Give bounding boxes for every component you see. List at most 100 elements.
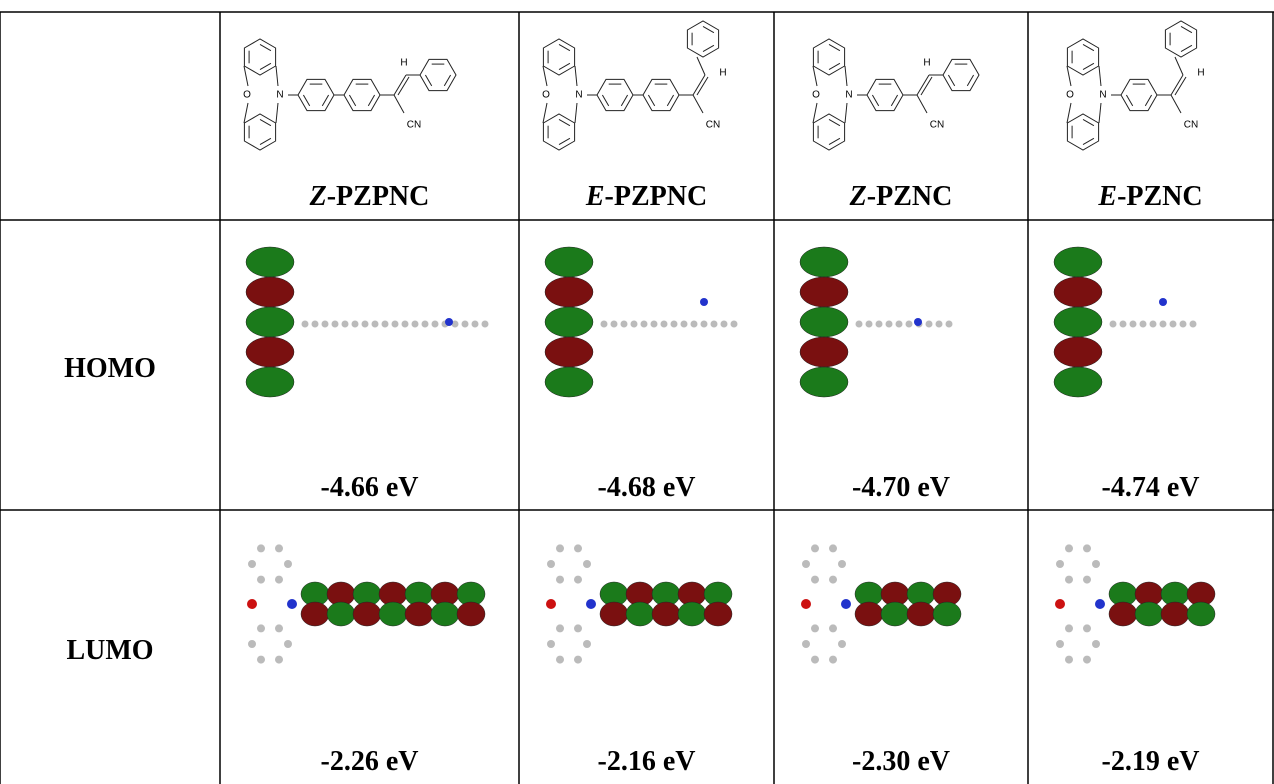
lobe xyxy=(1135,602,1163,626)
lobe xyxy=(626,602,654,626)
bond xyxy=(813,103,817,123)
bond xyxy=(697,57,705,75)
figure-table: ONCNHZ-PZPNC-4.66 eV-2.26 eVONCNHE-PZPNC… xyxy=(0,0,1274,784)
atom xyxy=(802,640,810,648)
structure: ONCNH xyxy=(220,12,519,177)
atom xyxy=(284,560,292,568)
lobe xyxy=(327,602,355,626)
atom xyxy=(829,656,837,664)
lobe xyxy=(246,247,294,277)
bond xyxy=(244,103,248,123)
atom xyxy=(691,321,698,328)
atom xyxy=(681,321,688,328)
atom xyxy=(700,298,708,306)
double-bond xyxy=(829,119,840,125)
row-label: HOMO xyxy=(64,353,156,385)
atom-label: H xyxy=(719,68,726,79)
bond xyxy=(1099,103,1101,123)
lobe xyxy=(800,337,848,367)
double-bond xyxy=(260,119,271,125)
atom xyxy=(1092,640,1100,648)
bond xyxy=(1175,57,1183,75)
atom xyxy=(287,599,297,609)
atom xyxy=(701,321,708,328)
atom xyxy=(926,321,933,328)
double-bond xyxy=(1083,138,1094,144)
atom xyxy=(1065,624,1073,632)
atom xyxy=(1065,544,1073,552)
bond xyxy=(845,103,847,123)
double-bond xyxy=(1145,95,1151,106)
lobe xyxy=(246,367,294,397)
atom xyxy=(1065,656,1073,664)
lobe xyxy=(301,602,329,626)
atom xyxy=(829,624,837,632)
double-bond xyxy=(425,75,431,86)
lobe xyxy=(800,307,848,337)
atom xyxy=(462,321,469,328)
atom xyxy=(382,321,389,328)
lobe xyxy=(933,602,961,626)
bond xyxy=(1067,66,1071,86)
atom xyxy=(402,321,409,328)
double-bond xyxy=(703,26,714,32)
atom-label: O xyxy=(243,90,251,101)
atom xyxy=(362,321,369,328)
double-bond xyxy=(260,44,271,50)
atom xyxy=(1110,321,1117,328)
structure: ONCNH xyxy=(1028,12,1273,177)
double-bond xyxy=(444,75,450,86)
atom xyxy=(422,321,429,328)
double-bond xyxy=(1126,95,1132,106)
orbital-image xyxy=(519,522,774,706)
lobe xyxy=(652,602,680,626)
bond xyxy=(244,66,248,86)
double-bond xyxy=(829,44,840,50)
atom xyxy=(802,560,810,568)
atom xyxy=(547,640,555,648)
lobe xyxy=(1054,367,1102,397)
lobe xyxy=(405,602,433,626)
atom xyxy=(332,321,339,328)
atom xyxy=(392,321,399,328)
lobe xyxy=(353,602,381,626)
lobe xyxy=(545,337,593,367)
atom xyxy=(1083,656,1091,664)
lobe xyxy=(1109,602,1137,626)
bond xyxy=(575,103,577,123)
atom xyxy=(248,560,256,568)
atom xyxy=(811,576,819,584)
atom xyxy=(641,321,648,328)
atom xyxy=(838,560,846,568)
double-bond xyxy=(602,95,608,106)
atom xyxy=(574,656,582,664)
structure: ONCNH xyxy=(519,12,774,177)
atom xyxy=(257,624,265,632)
atom xyxy=(936,321,943,328)
atom xyxy=(811,544,819,552)
atom xyxy=(586,599,596,609)
atom xyxy=(583,560,591,568)
atom xyxy=(1056,560,1064,568)
bond xyxy=(276,103,278,123)
double-bond xyxy=(260,138,271,144)
atom xyxy=(312,321,319,328)
lobe xyxy=(246,307,294,337)
atom xyxy=(257,544,265,552)
double-bond xyxy=(559,44,570,50)
bond xyxy=(845,66,847,86)
atom xyxy=(838,640,846,648)
atom xyxy=(661,321,668,328)
atom-label: O xyxy=(1066,90,1074,101)
atom xyxy=(248,640,256,648)
atom xyxy=(1055,599,1065,609)
orbital-image xyxy=(1028,522,1273,706)
atom xyxy=(472,321,479,328)
double-bond xyxy=(829,63,840,69)
atom-label: O xyxy=(812,90,820,101)
atom xyxy=(546,599,556,609)
lobe xyxy=(1161,602,1189,626)
orbital-image xyxy=(220,522,519,706)
lobe xyxy=(545,247,593,277)
double-bond xyxy=(1083,119,1094,125)
